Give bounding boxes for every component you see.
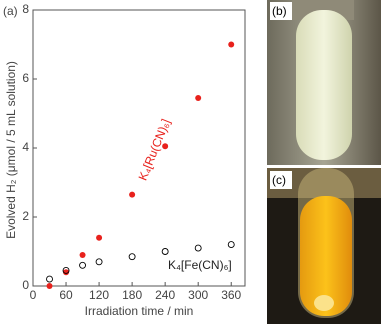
data-point [227,241,235,249]
data-point [46,275,53,283]
data-point [62,267,70,274]
data-point [162,143,169,150]
y-axis-label: Evolved H₂ (μmol / 5 mL solution) [4,61,18,239]
y-tick-label: 2 [22,209,29,223]
data-point [228,41,235,48]
x-tick-label: 60 [59,288,73,302]
y-tick-label: 0 [22,278,29,292]
data-point [63,269,70,276]
data-point [128,253,136,261]
y-tick-label: 6 [22,71,29,85]
x-tick-label: 300 [188,288,208,302]
panel-label: (a) [3,4,18,18]
photo-b [267,0,381,165]
y-tick-label: 8 [22,2,29,16]
x-tick-label: 360 [221,288,241,302]
panel-label: (c) [272,173,286,187]
data-point [79,251,86,258]
x-tick-label: 240 [155,288,175,302]
x-tick-label: 180 [122,288,142,302]
y-tick-label: 4 [22,140,29,154]
data-point [79,261,87,269]
series-label: K₄[Fe(CN)₆] [168,258,232,272]
data-point [46,283,53,289]
photo-c [267,168,381,324]
panel-label: (b) [272,4,287,18]
x-tick-label: 0 [30,288,37,302]
series-label: K₄[Ru(CN)₆] [136,117,173,183]
data-point [129,191,136,198]
data-point [95,258,103,266]
x-tick-label: 120 [89,288,109,302]
data-point [194,244,202,252]
x-axis-label: Irradiation time / min [85,304,194,318]
data-point [161,248,169,255]
data-point [195,94,202,101]
data-point [96,234,103,241]
plot-frame [32,9,246,287]
